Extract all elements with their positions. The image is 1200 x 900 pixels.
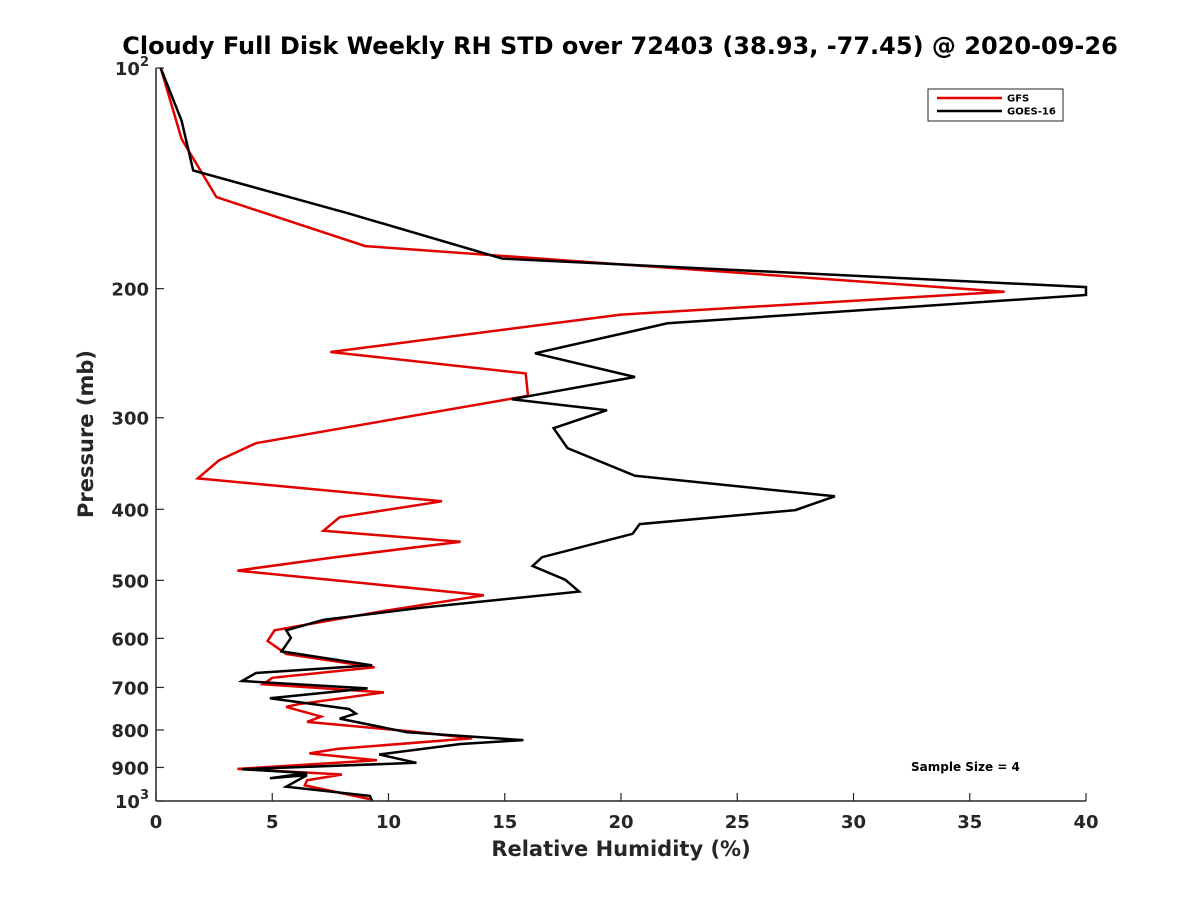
y-tick-label: 300 xyxy=(111,409,149,430)
y-ticks: 102 200 300 400 500 600 700 800 900 103 xyxy=(111,55,164,813)
legend: GFS GOES-16 xyxy=(927,88,1064,122)
series-line-goes-16 xyxy=(159,67,1088,802)
x-tick-label: 30 xyxy=(841,812,866,833)
x-tick-label: 0 xyxy=(150,812,163,833)
series-line-gfs xyxy=(159,67,1005,801)
x-tick-label: 40 xyxy=(1073,812,1098,833)
y-tick-label: 102 xyxy=(115,55,149,80)
plot-area xyxy=(156,68,1086,801)
legend-label-gfs: GFS xyxy=(1007,94,1029,105)
sample-size-annotation: Sample Size = 4 xyxy=(911,760,1020,774)
legend-box xyxy=(927,88,1064,122)
x-tick-label: 10 xyxy=(376,812,401,833)
x-tick-label: 25 xyxy=(725,812,750,833)
y-tick-label: 103 xyxy=(115,788,149,813)
chart-title: Cloudy Full Disk Weekly RH STD over 7240… xyxy=(122,32,1118,60)
x-tick-label: 15 xyxy=(492,812,517,833)
legend-label-goes-16: GOES-16 xyxy=(1007,107,1056,118)
series-layer xyxy=(159,67,1088,802)
y-tick-label: 900 xyxy=(111,758,149,779)
x-tick-label: 35 xyxy=(957,812,982,833)
y-tick-label: 400 xyxy=(111,500,149,521)
y-axis-label: Pressure (mb) xyxy=(74,350,98,518)
y-tick-label: 500 xyxy=(111,571,149,592)
y-tick-label: 200 xyxy=(111,280,149,301)
x-tick-label: 20 xyxy=(608,812,633,833)
x-axis-label: Relative Humidity (%) xyxy=(491,837,750,861)
x-ticks: 0 5 10 15 20 25 30 35 40 xyxy=(150,793,1099,833)
y-tick-label: 600 xyxy=(111,629,149,650)
y-tick-label: 700 xyxy=(111,678,149,699)
y-tick-label: 800 xyxy=(111,721,149,742)
x-tick-label: 5 xyxy=(266,812,279,833)
